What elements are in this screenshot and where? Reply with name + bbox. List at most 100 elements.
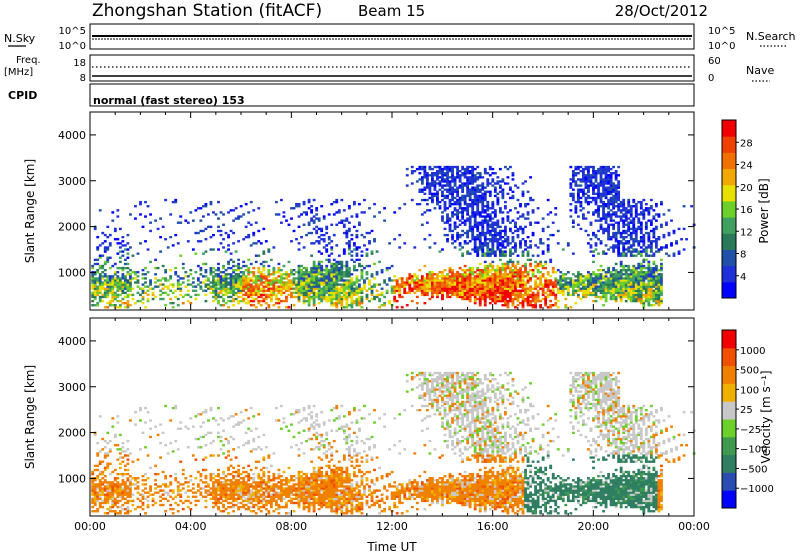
range-gate-cell xyxy=(526,304,530,307)
range-gate-cell xyxy=(584,293,588,297)
range-gate-cell xyxy=(471,227,475,231)
range-gate-cell xyxy=(219,287,223,290)
range-gate-cell xyxy=(483,283,487,286)
range-gate-cell xyxy=(471,277,475,280)
range-gate-cell xyxy=(146,271,150,274)
range-gate-cell xyxy=(342,306,346,309)
range-gate-cell xyxy=(350,277,354,280)
range-gate-cell xyxy=(126,233,130,237)
range-gate-cell xyxy=(292,229,296,233)
range-gate-cell xyxy=(317,260,321,264)
range-gate-cell xyxy=(584,176,588,179)
range-gate-cell xyxy=(644,250,648,253)
range-gate-cell xyxy=(355,287,359,290)
range-gate-cell xyxy=(622,205,626,208)
range-gate-cell xyxy=(196,264,200,268)
range-gate-cell xyxy=(247,281,251,284)
range-gate-cell xyxy=(169,289,173,292)
range-gate-cell xyxy=(463,184,467,187)
range-gate-cell xyxy=(254,260,258,264)
range-gate-cell xyxy=(448,266,452,270)
range-gate-cell xyxy=(380,304,384,307)
range-gate-cell xyxy=(582,178,585,181)
range-gate-cell xyxy=(214,289,218,292)
range-gate-cell xyxy=(592,213,595,216)
range-gate-cell xyxy=(126,299,130,303)
range-gate-cell xyxy=(496,180,500,183)
range-gate-cell xyxy=(129,275,132,278)
range-gate-cell xyxy=(347,266,351,270)
range-gate-cell xyxy=(126,306,130,309)
range-gate-cell xyxy=(503,165,507,169)
range-gate-cell xyxy=(234,283,238,286)
range-gate-cell xyxy=(448,205,452,208)
range-gate-cell xyxy=(355,252,359,255)
range-gate-cell xyxy=(473,223,477,226)
range-gate-cell xyxy=(582,176,585,179)
range-gate-cell xyxy=(330,287,334,290)
range-gate-cell xyxy=(330,268,334,272)
range-gate-cell xyxy=(98,462,102,465)
range-gate-cell xyxy=(463,279,467,282)
range-gate-cell xyxy=(471,186,475,189)
range-gate-cell xyxy=(441,287,444,290)
range-gate-cell xyxy=(514,221,517,224)
range-gate-cell xyxy=(118,287,122,290)
range-gate-cell xyxy=(98,485,102,488)
range-gate-cell xyxy=(488,301,492,305)
range-gate-cell xyxy=(373,295,376,299)
range-gate-cell xyxy=(239,266,243,270)
range-gate-cell xyxy=(637,275,641,278)
range-gate-cell xyxy=(639,291,643,295)
range-gate-cell xyxy=(295,287,298,290)
range-gate-cell xyxy=(516,275,520,278)
range-gate-cell xyxy=(503,271,507,274)
range-gate-cell xyxy=(539,306,543,309)
range-gate-cell xyxy=(589,182,593,185)
range-gate-cell xyxy=(589,291,593,295)
range-gate-cell xyxy=(571,285,575,288)
range-gate-cell xyxy=(637,264,641,268)
range-gate-cell xyxy=(436,285,439,288)
range-gate-cell xyxy=(425,281,429,284)
range-gate-cell xyxy=(451,178,454,181)
range-gate-cell xyxy=(332,293,336,297)
range-gate-cell xyxy=(473,188,477,191)
range-gate-cell xyxy=(529,240,532,243)
range-gate-cell xyxy=(466,291,470,295)
range-gate-cell xyxy=(576,172,580,175)
range-gate-cell xyxy=(473,289,477,292)
power-heatmap xyxy=(91,165,696,309)
range-gate-cell xyxy=(642,217,646,220)
range-gate-cell xyxy=(632,217,636,220)
range-gate-cell xyxy=(654,295,658,299)
range-gate-cell xyxy=(171,244,175,247)
range-gate-cell xyxy=(632,242,636,245)
range-gate-cell xyxy=(438,281,442,284)
range-gate-cell xyxy=(602,217,605,220)
range-gate-cell xyxy=(433,174,437,177)
range-gate-cell xyxy=(96,497,100,501)
range-gate-cell xyxy=(660,246,663,249)
range-gate-cell xyxy=(98,493,102,496)
range-gate-cell xyxy=(496,295,500,299)
range-gate-cell xyxy=(305,281,308,284)
range-gate-cell xyxy=(574,167,578,171)
range-gate-cell xyxy=(436,279,439,282)
range-gate-cell xyxy=(169,277,173,280)
range-gate-cell xyxy=(569,192,573,196)
range-gate-cell xyxy=(461,268,465,272)
range-gate-cell xyxy=(571,196,575,200)
range-gate-cell xyxy=(342,291,346,295)
range-gate-cell xyxy=(493,254,497,257)
range-gate-cell xyxy=(219,304,223,307)
range-gate-cell xyxy=(443,277,447,280)
range-gate-cell xyxy=(639,279,643,282)
range-gate-cell xyxy=(498,273,502,276)
range-gate-cell xyxy=(108,244,112,247)
range-gate-cell xyxy=(214,291,218,295)
range-gate-cell xyxy=(478,211,482,214)
range-gate-cell xyxy=(521,306,525,309)
range-gate-cell xyxy=(242,273,246,276)
range-gate-cell xyxy=(257,207,261,210)
